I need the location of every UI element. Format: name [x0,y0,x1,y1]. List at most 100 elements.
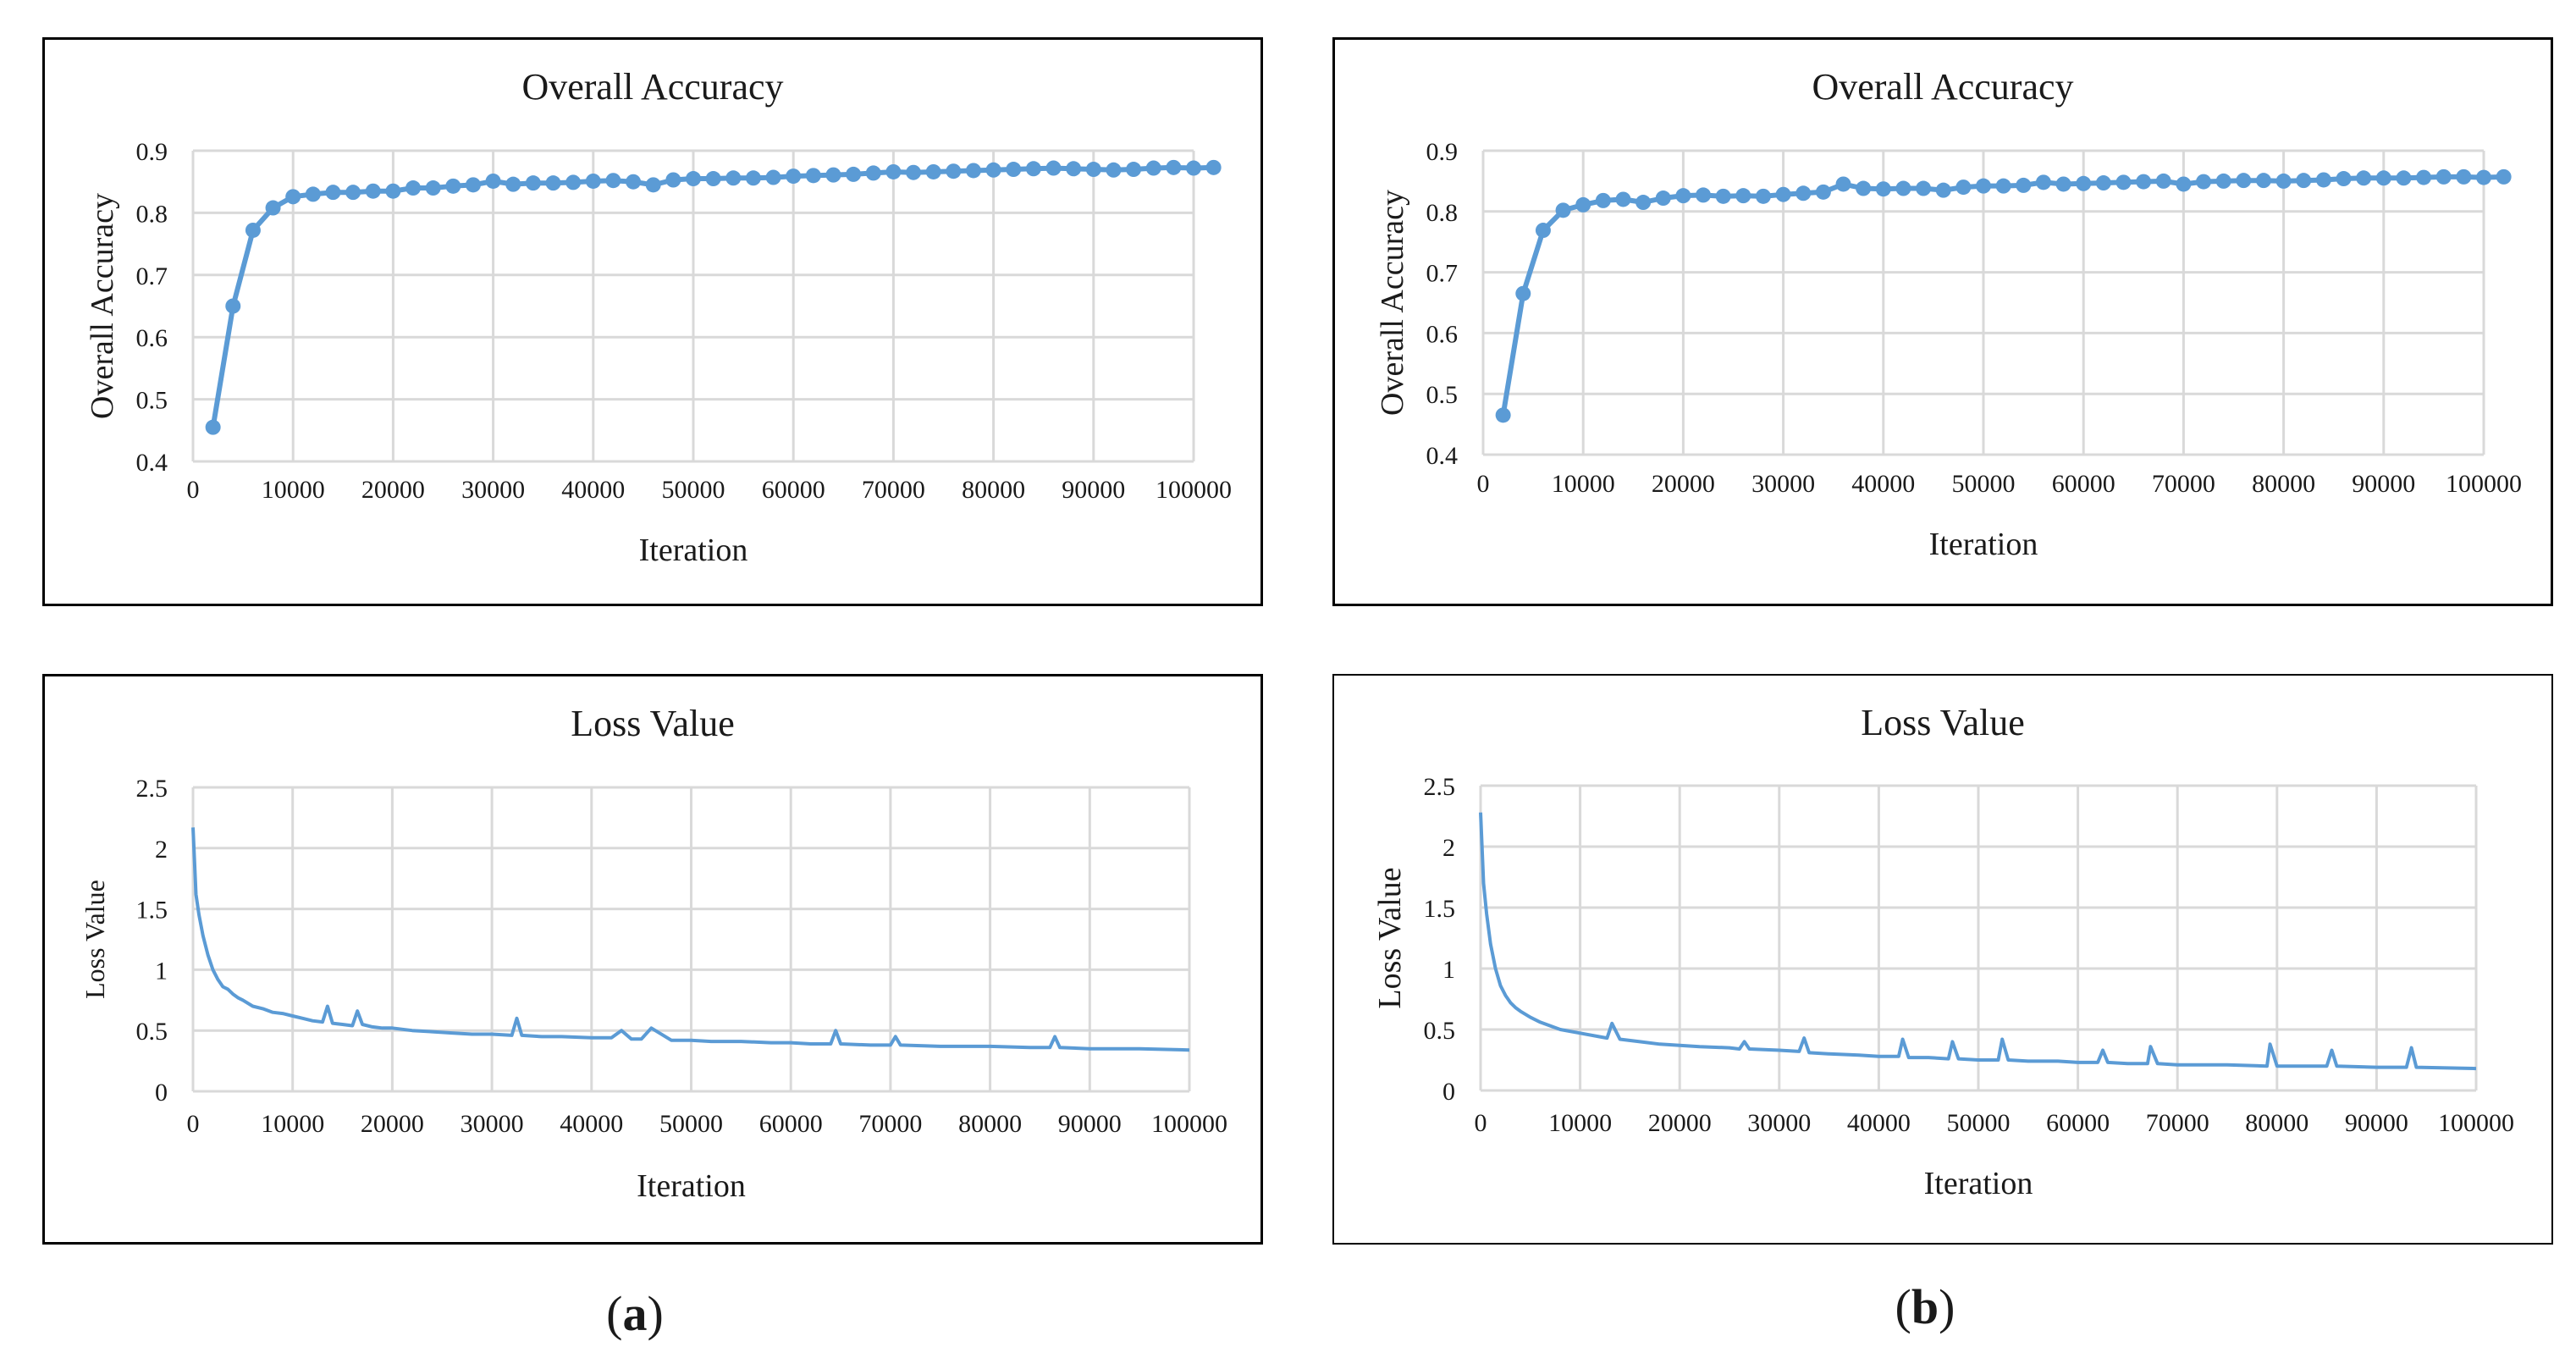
data-point [2196,174,2212,190]
data-point [1976,178,1991,194]
data-point [786,168,802,185]
y-tick-label: 0.4 [1426,442,1459,470]
x-axis-label: Iteration [1924,1166,2033,1201]
chart-loss-b: Loss Value 0 0.5 1 1.5 2 2.5 0 10000 20000 30000 4… [1332,674,2553,1245]
x-tick-label: 80000 [2252,470,2315,498]
y-tick-label: 2.5 [136,775,168,803]
x-tick-label: 60000 [759,1110,823,1138]
data-point [2255,173,2271,189]
x-tick-label: 20000 [361,476,425,504]
data-point [2076,175,2092,191]
y-axis-label: Loss Value [1372,867,1408,1008]
chart-plot: 0 0.5 1 1.5 2 2.5 0 10000 20000 30000 40000 50000 60… [80,775,1227,1204]
x-tick-label: 40000 [1847,1109,1911,1137]
data-point [325,185,341,201]
subfigure-label-a: (a) [550,1285,720,1342]
y-tick-label: 0.5 [136,387,168,415]
data-point [1696,187,1712,203]
y-axis-label: Loss Value [80,880,110,999]
x-tick-label: 100000 [2446,470,2522,498]
data-point [825,167,841,183]
data-point [2456,168,2472,185]
data-point [1835,176,1851,192]
x-tick-label: 40000 [560,1110,623,1138]
data-point [1126,162,1142,178]
data-point [665,172,681,188]
data-point [846,166,862,182]
data-point [1166,159,1182,175]
data-point [2215,173,2231,189]
data-point [1106,162,1122,178]
data-point [1145,160,1161,176]
y-tick-label: 1.5 [1424,895,1456,923]
x-tick-label: 80000 [958,1110,1022,1138]
x-tick-label: 0 [187,476,200,504]
data-point [705,171,721,187]
data-point [465,177,481,193]
data-point [265,200,281,216]
x-tick-label: 80000 [962,476,1025,504]
y-tick-label: 0.6 [1426,320,1459,348]
chart-plot: 0 0.5 1 1.5 2 2.5 0 10000 20000 30000 40000 50000 60… [1372,773,2514,1201]
x-tick-label: 20000 [1648,1109,1712,1137]
data-point [2035,174,2051,190]
paren-close: ) [647,1286,664,1341]
data-point [605,173,621,189]
data-point [1795,185,1812,201]
y-tick-label: 1.5 [136,897,168,925]
chart-plot: 0.4 0.5 0.6 0.7 0.8 0.9 0 10000 20000 30000 40000 5… [85,138,1232,568]
paren-open: ( [1895,1279,1911,1334]
y-tick-label: 2.5 [1424,773,1456,801]
subfigure-label-b: (b) [1840,1278,2010,1335]
data-point [1775,186,1791,202]
x-tick-label: 90000 [2352,470,2415,498]
x-tick-label: 70000 [2146,1109,2209,1137]
data-point [2336,171,2352,187]
data-point [565,174,582,190]
data-point [2155,173,2171,189]
series-line [191,827,1190,1052]
x-tick-label: 70000 [858,1110,922,1138]
data-point [1006,162,1022,178]
data-point [1186,160,1201,176]
x-tick-label: 50000 [1947,1109,2011,1137]
x-tick-label: 50000 [662,476,725,504]
data-point [345,185,361,201]
y-axis-label: Overall Accuracy [85,193,120,419]
chart-title: Overall Accuracy [1812,66,2074,108]
y-tick-label: 0.8 [136,200,168,228]
x-tick-label: 100000 [1156,476,1232,504]
x-axis-label: Iteration [637,1168,746,1204]
data-point [225,298,241,314]
data-point [505,176,521,192]
x-tick-label: 10000 [261,1110,324,1138]
x-tick-label: 10000 [1548,1109,1612,1137]
data-point [2095,175,2111,191]
data-point [1025,161,1041,177]
data-point [1815,184,1831,200]
data-point [925,163,941,179]
y-tick-label: 2 [1442,834,1455,862]
x-tick-label: 20000 [361,1110,424,1138]
data-point [585,173,601,189]
y-tick-label: 0.5 [1426,381,1459,409]
data-point [365,183,381,199]
data-point [1655,190,1671,207]
paren-open: ( [606,1286,623,1341]
data-point [626,174,642,190]
y-tick-label: 0.4 [136,449,168,477]
x-tick-label: 10000 [262,476,325,504]
data-point [305,186,321,202]
x-tick-label: 60000 [2052,470,2115,498]
x-tick-label: 0 [187,1110,200,1138]
y-tick-label: 0.7 [136,262,168,290]
data-point [1875,181,1891,197]
x-axis-label: Iteration [1929,527,2038,562]
data-point [686,171,701,187]
x-tick-label: 0 [1475,1109,1487,1137]
data-point [745,170,761,186]
gridlines [1479,784,2478,1092]
chart-title: Loss Value [1861,702,2025,743]
x-tick-label: 10000 [1552,470,1615,498]
data-point [1715,188,1731,204]
